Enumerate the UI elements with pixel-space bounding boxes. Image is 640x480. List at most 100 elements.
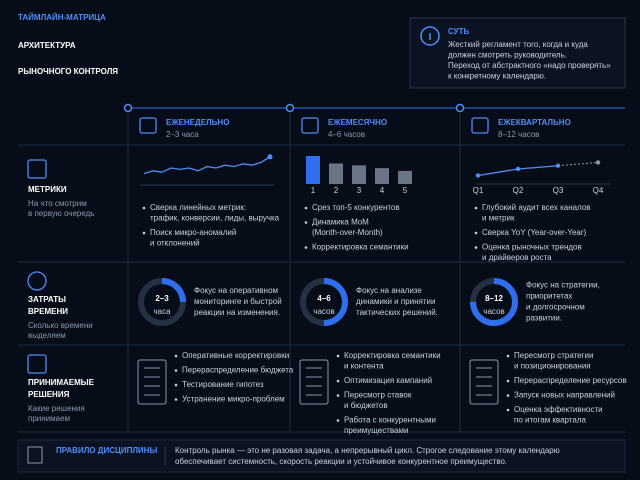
bar: [329, 163, 343, 184]
row-subtitle: Какие решения: [28, 404, 85, 413]
bullet-dot: [174, 383, 178, 387]
column-duration: 4–6 часов: [328, 130, 365, 139]
row-subtitle: в первую очередь: [28, 209, 94, 218]
time-text: развитии.: [526, 314, 562, 323]
page-title: АРХИТЕКТУРА: [18, 41, 76, 50]
bullet-text: Сверка линейных метрик:: [150, 203, 246, 212]
bullet-dot: [506, 379, 510, 383]
bar-label: 5: [403, 186, 408, 195]
footer-text: обеспечивает системность, скорость реакц…: [175, 457, 507, 466]
bullet-dot: [506, 394, 510, 397]
sparkline: [143, 156, 271, 175]
column-title: ЕЖЕКВАРТАЛЬНО: [498, 118, 571, 127]
row-subtitle: Сколько времени: [28, 321, 93, 330]
bullet-text: Поиск микро-аномалий: [150, 228, 236, 237]
bar-label: 3: [357, 186, 362, 195]
bullet-text: Оперативные корректировки: [182, 351, 289, 360]
forecast-line: [557, 162, 599, 167]
bullet-text: Перераспределение бюджета: [182, 366, 294, 375]
bullet-dot: [304, 206, 308, 210]
bullet-text: Срез топ-5 конкурентов: [312, 203, 400, 212]
quarter-label: Q4: [593, 186, 604, 195]
gauge-unit: часов: [313, 307, 334, 316]
time-text: приоритетах: [526, 292, 572, 301]
bullet-text: Корректировка семантики: [312, 243, 409, 252]
bar: [352, 165, 366, 184]
quarter-label: Q1: [473, 186, 484, 195]
calendar-icon: [301, 117, 319, 134]
summary-text: Жесткий регламент того, когда и куда: [448, 40, 588, 49]
bullet-text: Оценка рыночных трендов: [482, 243, 582, 252]
time-text: Фокус на анализе: [356, 286, 422, 295]
footer-text: Контроль рынка — это не разовая задача, …: [175, 446, 560, 455]
trend-point: [595, 160, 601, 165]
decision-icon: [299, 359, 329, 405]
row-icon: [27, 354, 47, 374]
bullet-text: и метрик: [482, 214, 515, 223]
timeline-node: [285, 103, 295, 113]
row-icon: [27, 271, 47, 291]
row-subtitle: На что смотрим: [28, 199, 87, 208]
bullet-text: (Month-over-Month): [312, 228, 383, 237]
footer-icon: [27, 446, 43, 464]
time-text: динамики и принятии: [356, 297, 435, 306]
trend-point: [515, 166, 521, 172]
bar: [375, 168, 389, 184]
bullet-dot: [142, 206, 146, 210]
bullet-text: и бюджетов: [344, 401, 388, 410]
gauge-fill: [470, 278, 518, 326]
bullet-text: и позиционирования: [514, 362, 591, 371]
time-text: Фокус на оперативном: [194, 286, 278, 295]
bullet-dot: [142, 231, 146, 235]
bar-label: 2: [334, 186, 339, 195]
bullet-text: Корректировка семантики: [344, 351, 441, 360]
row-icon: [27, 159, 47, 179]
bullet-text: и отклонений: [150, 239, 200, 248]
bar: [398, 170, 412, 184]
column-title: ЕЖЕМЕСЯЧНО: [328, 118, 387, 127]
decision-icon: [137, 359, 167, 405]
bullet-dot: [336, 394, 340, 397]
time-text: тактических решений.: [356, 308, 438, 317]
trend-point: [475, 173, 481, 178]
bullet-text: преимуществами: [344, 426, 408, 435]
row-title: МЕТРИКИ: [28, 185, 67, 194]
gauge-label: 8–12: [485, 294, 503, 303]
summary-text: Переход от абстрактного «надо проверять»: [448, 61, 611, 70]
bullet-dot: [304, 246, 308, 249]
bullet-text: Динамика MoM: [312, 218, 369, 227]
page-title: РЫНОЧНОГО КОНТРОЛЯ: [18, 67, 118, 76]
bullet-text: Запуск новых направлений: [514, 391, 615, 400]
bullet-text: и драйверов роста: [482, 253, 552, 262]
bullet-text: Сверка YoY (Year-over-Year): [482, 228, 587, 237]
bullet-dot: [506, 408, 510, 412]
row-subtitle: принимаем: [28, 414, 70, 423]
row-title: ПРИНИМАЕМЫЕ: [28, 378, 95, 387]
gauge-label: 2–3: [155, 294, 169, 303]
bullet-dot: [336, 379, 340, 383]
bullet-text: трафик, конверсии, лиды, выручка: [150, 214, 280, 223]
bullet-dot: [474, 206, 478, 210]
gauge-unit: часа: [153, 307, 171, 316]
decision-icon: [469, 359, 499, 405]
time-text: Фокус на стратегии,: [526, 281, 600, 290]
bullet-dot: [474, 231, 478, 235]
summary-text: к конкретному календарю.: [448, 72, 546, 81]
gauge-label: 4–6: [317, 294, 331, 303]
row-subtitle: выделяем: [28, 331, 66, 340]
timeline-node: [455, 103, 465, 113]
footer-title: ПРАВИЛО ДИСЦИПЛИНЫ: [56, 446, 157, 455]
gauge-fill: [300, 278, 348, 326]
gauge-unit: часов: [483, 307, 504, 316]
bullet-dot: [336, 419, 340, 422]
bullet-dot: [474, 246, 478, 249]
bullet-text: и контента: [344, 362, 384, 371]
bullet-dot: [506, 354, 510, 358]
summary-box: [409, 17, 626, 89]
info-icon: [420, 26, 440, 46]
bar-label: 4: [380, 186, 385, 195]
summary-title: СУТЬ: [448, 27, 470, 36]
bullet-text: по итогам квартала: [514, 416, 586, 425]
row-title: ВРЕМЕНИ: [28, 307, 68, 316]
